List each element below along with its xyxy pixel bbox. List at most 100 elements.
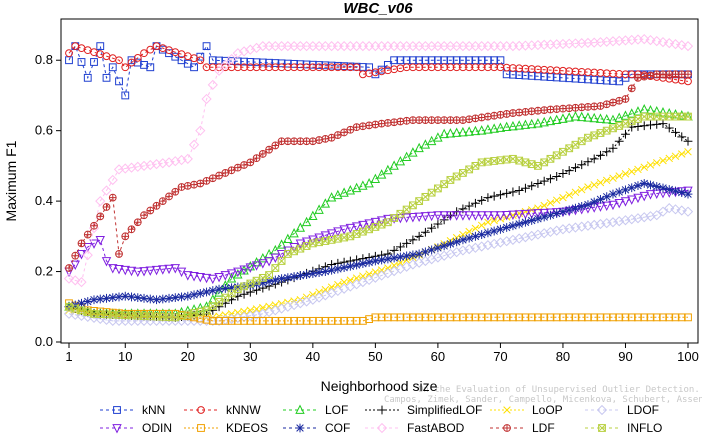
inflo-point-box [177,312,186,320]
knnw-point [477,63,486,72]
knnw-point [196,56,205,65]
kdeos-point [321,316,330,325]
ldof-point [288,299,300,311]
simplifiedlof-point [477,196,487,205]
inflo-point-x [284,250,292,258]
cof-point [614,187,624,197]
knnw-point [121,63,130,72]
inflo-point-box [183,310,192,319]
kdeos-point [527,313,536,322]
knnw-point [346,63,355,72]
ldf-point-cross [653,70,661,78]
ldf-point [133,218,142,227]
ldf-point-cross [215,172,223,179]
kdeos-point [346,316,355,325]
ldf-point-cross [428,116,436,124]
kdeos-point [421,313,430,322]
cof-point [546,210,555,220]
lof-point [408,147,418,157]
ldf-point-cross [547,106,554,113]
cof-point [589,197,599,207]
lof-point [570,111,581,121]
inflo-point-x [427,188,436,197]
loop-point [271,301,280,309]
fastabod-point [207,79,218,90]
inflo-point-x [271,264,280,272]
fastabod-point [226,53,237,65]
watermark-line-1: Campos, Zimek, Sander, Campello, Micenko… [384,395,702,405]
kdeos-point [552,313,561,322]
kdeos-point [396,313,405,322]
kdeos-point [602,313,611,322]
inflo-point-x [90,310,98,318]
inflo-point-box [333,234,342,243]
simplifiedlof-point [671,128,680,137]
knnw-point [290,63,298,72]
ldf-point-cross [115,250,123,258]
ldf-point-cross [534,107,542,115]
ldf-point [477,113,486,122]
cof-point [95,294,105,304]
knnw-point [496,63,505,72]
odin-point [326,229,337,239]
ldf-point-cross [565,104,573,112]
inflo-point [521,158,530,167]
inflo-point-box [521,158,530,167]
simplifiedlof-point [589,154,599,164]
odin-point [270,253,281,263]
odin-point [301,237,312,247]
knn-point [190,63,198,72]
cof-point [452,237,462,247]
ldf-point [171,187,180,196]
inflo-point [496,156,505,165]
kdeos-point [277,316,286,325]
ldf-point [265,145,273,154]
odin-point [451,211,462,221]
ldf-point-cross [572,104,579,112]
knnw-point [571,67,580,76]
cof-point [195,288,205,298]
cof-point [608,189,618,199]
x-tick-label: 1 [65,349,72,364]
odin-point [245,263,256,273]
cof-point [83,297,93,306]
loop-point [590,181,598,189]
inflo-point-box [308,239,317,248]
knnw-point [283,63,292,72]
ldf-point-cross [553,105,561,113]
lof-point [358,180,368,190]
ldf-point-cross [559,105,567,113]
kdeos-point [502,313,511,322]
ldf-point [621,95,630,103]
legend-item-knn: kNN [100,403,165,417]
odin-point [239,265,249,275]
lof-point [276,239,287,249]
watermark-line-2: On the Evaluation of Unsupervised Outlie… [418,385,702,395]
legend-label: COF [325,421,350,434]
loop-point [615,172,623,180]
knnw-point [202,63,211,72]
lof-point [608,114,618,124]
ldof-point [257,308,268,319]
inflo-point [65,302,73,311]
ldf-point [484,112,492,121]
inflo-point-box [659,112,667,121]
inflo-point-box [502,155,511,164]
x-axis: 1 10 20 30 40 50 60 70 80 90 100 [65,343,699,364]
cof-point [602,192,612,202]
simplifiedlof-point [633,122,643,131]
legend-label: FastABOD [407,421,465,434]
odin-point [514,210,524,220]
inflo-point-x [315,238,323,246]
legend-marker-x [598,424,606,432]
inflo-point-box [102,310,111,319]
simplifiedlof-point [496,190,505,200]
kdeos-point [621,313,630,322]
lof-point [433,132,443,142]
y-tick-label: 0.8 [35,52,53,67]
inflo-point-box [315,238,324,247]
ldf-point-cross [522,108,529,116]
simplifiedlof-point [389,246,399,255]
ldof-point [420,255,431,267]
knnw-point [596,69,605,77]
